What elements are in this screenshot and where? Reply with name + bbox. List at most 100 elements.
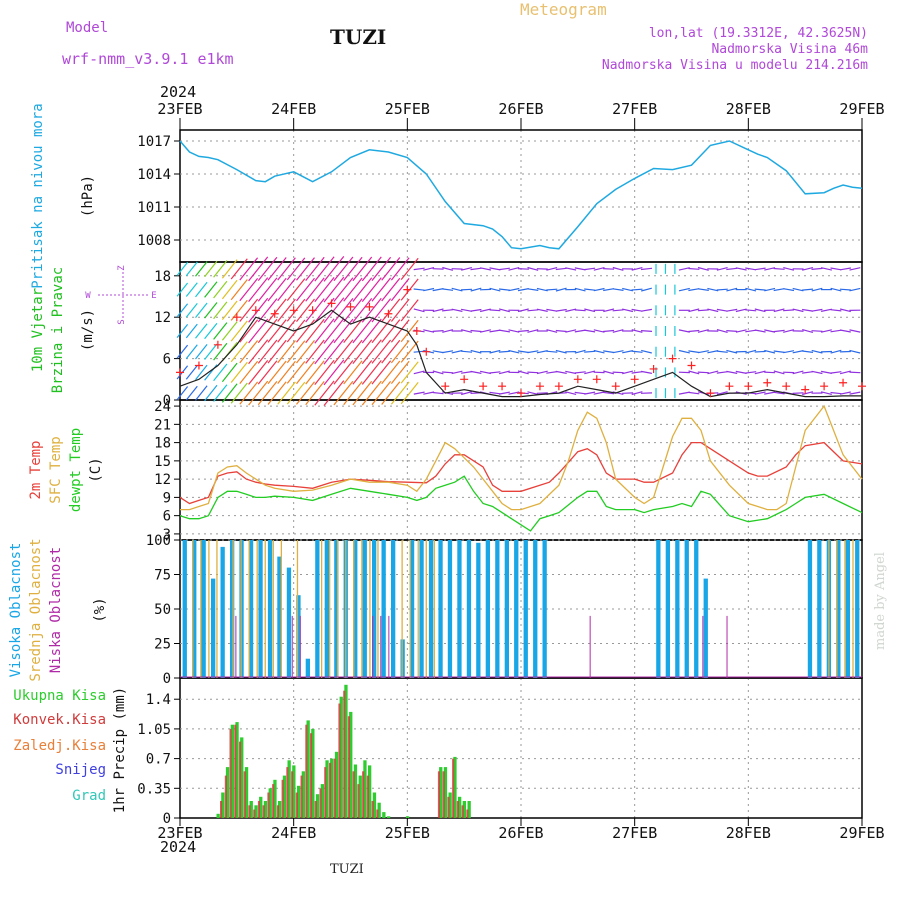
wind-barb bbox=[176, 303, 189, 318]
wind-barb bbox=[400, 319, 419, 343]
precip-conv-bar bbox=[442, 771, 445, 818]
compass-south: S bbox=[117, 319, 127, 324]
wind-barb bbox=[371, 256, 392, 281]
precip-total-bar bbox=[349, 711, 353, 818]
wind-barb bbox=[371, 339, 392, 364]
gust-marker bbox=[801, 385, 810, 394]
cloud-high-bar bbox=[703, 578, 708, 678]
cloud-high-bar bbox=[353, 540, 358, 678]
wind-barb bbox=[461, 371, 473, 374]
wind-barb bbox=[697, 350, 709, 354]
wind-barb bbox=[811, 330, 823, 332]
wind-barb bbox=[574, 309, 586, 312]
precip-conv-bar bbox=[466, 809, 469, 818]
precip-total-bar bbox=[287, 760, 291, 818]
wind-barb bbox=[792, 287, 804, 292]
cloud-high-bar bbox=[523, 540, 528, 678]
wind-barb bbox=[323, 297, 345, 324]
wind-barb bbox=[390, 360, 410, 384]
gust-marker bbox=[725, 382, 734, 391]
wind-barb bbox=[546, 350, 558, 353]
wind-barb bbox=[631, 267, 643, 271]
wind-barb bbox=[754, 370, 766, 375]
precip-total-bar bbox=[244, 767, 249, 818]
wind-barb bbox=[204, 302, 218, 319]
wind-barb bbox=[603, 288, 615, 292]
wind-barb bbox=[565, 370, 577, 375]
panel-1 bbox=[179, 129, 863, 263]
wind-barb bbox=[830, 349, 842, 354]
wind-barb bbox=[204, 260, 218, 278]
precip-conv-bar bbox=[357, 784, 360, 818]
precip-total-bar bbox=[259, 796, 263, 818]
wind-barb bbox=[239, 360, 259, 384]
wind-barb bbox=[257, 360, 278, 385]
precip-total-bar bbox=[315, 794, 320, 818]
wind-barb bbox=[802, 288, 814, 291]
gust-marker bbox=[517, 389, 525, 398]
wind-barb bbox=[277, 278, 296, 302]
wind-barb bbox=[536, 287, 548, 292]
wind-barb bbox=[678, 329, 690, 333]
gust-marker bbox=[573, 375, 582, 384]
gust-marker bbox=[412, 327, 421, 335]
wind-barb bbox=[248, 256, 269, 282]
wind-barb bbox=[305, 381, 325, 406]
gust-marker bbox=[232, 313, 241, 322]
wind-barb bbox=[839, 329, 851, 333]
wind-barb bbox=[296, 298, 315, 322]
wind-barb bbox=[352, 256, 373, 282]
precip-total-bar bbox=[387, 816, 391, 818]
wind-barb bbox=[185, 323, 198, 339]
cloud-high-bar bbox=[807, 540, 813, 678]
cloud-high-bar bbox=[466, 540, 472, 678]
wind-barb bbox=[773, 370, 785, 375]
wind-barb bbox=[839, 308, 851, 313]
wind-barb bbox=[612, 309, 624, 312]
gust-marker bbox=[592, 375, 601, 384]
wind-barb bbox=[811, 267, 823, 270]
wind-barb bbox=[802, 391, 814, 396]
wind-barb bbox=[333, 256, 354, 282]
x-tick-label-bottom: 25FEB bbox=[385, 824, 430, 842]
wind-barb bbox=[323, 318, 345, 344]
wind-barb bbox=[716, 288, 728, 291]
wind-barb bbox=[314, 339, 335, 365]
cloud-high-bar bbox=[334, 540, 339, 678]
wind-barb bbox=[527, 329, 539, 333]
wind-barb bbox=[707, 350, 719, 354]
wind-barb bbox=[460, 308, 473, 312]
cloud-high-bar bbox=[855, 540, 860, 678]
wind-barb bbox=[555, 370, 567, 374]
wind-barb bbox=[314, 256, 335, 282]
precip-legend-item: Snijeg bbox=[55, 762, 106, 778]
wind-barb bbox=[204, 384, 218, 402]
wind-barb bbox=[343, 319, 363, 343]
wind-barb bbox=[527, 266, 539, 271]
wind-barb bbox=[603, 350, 615, 354]
wind-barb bbox=[470, 349, 482, 354]
precip-legend-item: Zaledj.Kisa bbox=[13, 738, 106, 754]
precip-total-bar bbox=[292, 765, 296, 818]
wind-barb bbox=[508, 391, 520, 395]
cloud-high-bar bbox=[542, 540, 547, 678]
cloud-high-bar bbox=[391, 540, 396, 678]
precip-conv-bar bbox=[456, 801, 459, 818]
wind-barb bbox=[176, 386, 189, 401]
wind-barb bbox=[195, 323, 208, 339]
panel-frame bbox=[179, 399, 863, 541]
temperature-tick-label: 3 bbox=[163, 527, 171, 543]
wind-barb bbox=[593, 267, 605, 271]
wind-barb bbox=[688, 267, 700, 270]
wind-barb bbox=[400, 257, 419, 280]
cloud-high-bar bbox=[485, 540, 490, 678]
wind-barb bbox=[239, 381, 259, 405]
precip-conv-bar bbox=[272, 784, 275, 818]
wind-barb bbox=[296, 360, 315, 385]
wind-barb bbox=[640, 370, 653, 374]
wind-barb bbox=[185, 261, 198, 277]
wind-barb bbox=[707, 308, 719, 313]
wind-barb bbox=[267, 339, 287, 364]
wind-barb bbox=[286, 319, 306, 343]
wind-barb bbox=[489, 391, 501, 395]
